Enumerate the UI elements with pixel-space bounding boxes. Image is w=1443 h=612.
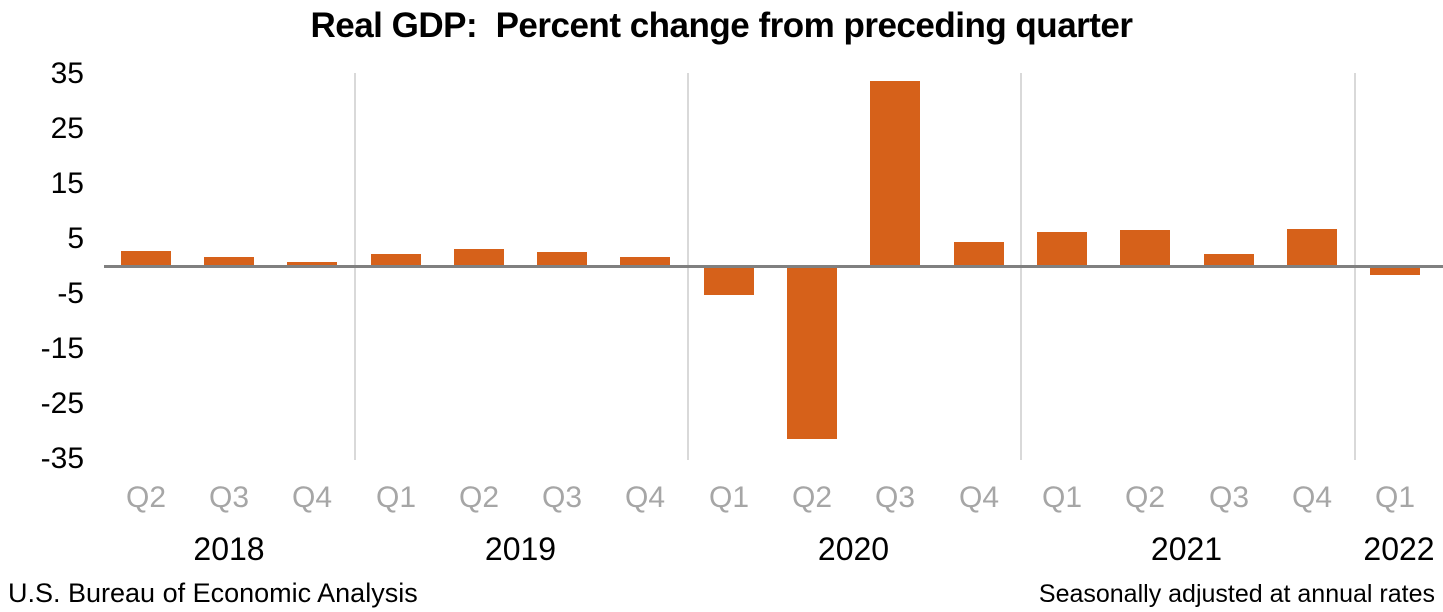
adjustment-note: Seasonally adjusted at annual rates <box>1038 580 1435 608</box>
bar-2019-q1 <box>371 254 421 267</box>
year-label-2021: 2021 <box>1150 531 1223 567</box>
bar-2019-q2 <box>454 249 504 267</box>
quarter-label-2020-q2: Q2 <box>791 481 833 514</box>
quarter-label-2019-q2: Q2 <box>458 481 500 514</box>
bar-2018-q3 <box>204 257 254 267</box>
y-tick-label: 35 <box>50 56 84 90</box>
year-label-2019: 2019 <box>484 531 557 567</box>
zero-axis-line <box>104 265 1443 268</box>
quarter-label-2020-q3: Q3 <box>874 481 916 514</box>
quarter-label-2021-q3: Q3 <box>1208 481 1250 514</box>
y-tick-label: -35 <box>40 442 84 476</box>
bar-2019-q4 <box>620 257 670 267</box>
y-tick-label: 25 <box>50 111 84 145</box>
plot-area <box>104 73 1443 460</box>
quarter-label-2022-q1: Q1 <box>1374 481 1416 514</box>
chart-title: Real GDP: Percent change from preceding … <box>310 6 1133 45</box>
bar-2022-q1 <box>1370 267 1420 275</box>
quarter-label-2019-q1: Q1 <box>375 481 417 514</box>
bar-2021-q4 <box>1287 229 1337 267</box>
bar-2018-q4 <box>287 262 337 267</box>
bar-2019-q3 <box>537 252 587 267</box>
source-note: U.S. Bureau of Economic Analysis <box>8 578 418 608</box>
y-tick-label: -25 <box>40 387 84 421</box>
year-label-2018: 2018 <box>193 531 265 567</box>
y-tick-label: -15 <box>40 332 84 366</box>
bar-2020-q2 <box>787 267 837 439</box>
y-tick-label: -5 <box>57 277 84 311</box>
quarter-label-2021-q4: Q4 <box>1291 481 1333 514</box>
bar-2020-q1 <box>704 267 754 295</box>
bar-2018-q2 <box>121 251 171 267</box>
quarter-label-2018-q4: Q4 <box>291 481 333 514</box>
bar-2020-q3 <box>870 81 920 267</box>
quarter-label-2020-q4: Q4 <box>958 481 1000 514</box>
quarter-label-2019-q4: Q4 <box>624 481 666 514</box>
quarter-label-2021-q2: Q2 <box>1124 481 1166 514</box>
quarter-label-2019-q3: Q3 <box>541 481 583 514</box>
y-axis: 35 25 15 5 -5 -15 -25 -35 <box>0 0 88 612</box>
bar-2021-q1 <box>1037 232 1087 267</box>
y-tick-label: 5 <box>67 221 84 255</box>
year-label-2020: 2020 <box>817 531 890 567</box>
y-tick-label: 15 <box>50 166 84 200</box>
bar-2021-q2 <box>1120 230 1170 267</box>
bar-2021-q3 <box>1204 254 1254 267</box>
bar-2020-q4 <box>954 242 1004 267</box>
quarter-label-2021-q1: Q1 <box>1041 481 1083 514</box>
quarter-label-2018-q3: Q3 <box>208 481 250 514</box>
year-label-2022: 2022 <box>1363 531 1435 567</box>
quarter-label-2020-q1: Q1 <box>708 481 750 514</box>
quarter-label-2018-q2: Q2 <box>125 481 167 514</box>
